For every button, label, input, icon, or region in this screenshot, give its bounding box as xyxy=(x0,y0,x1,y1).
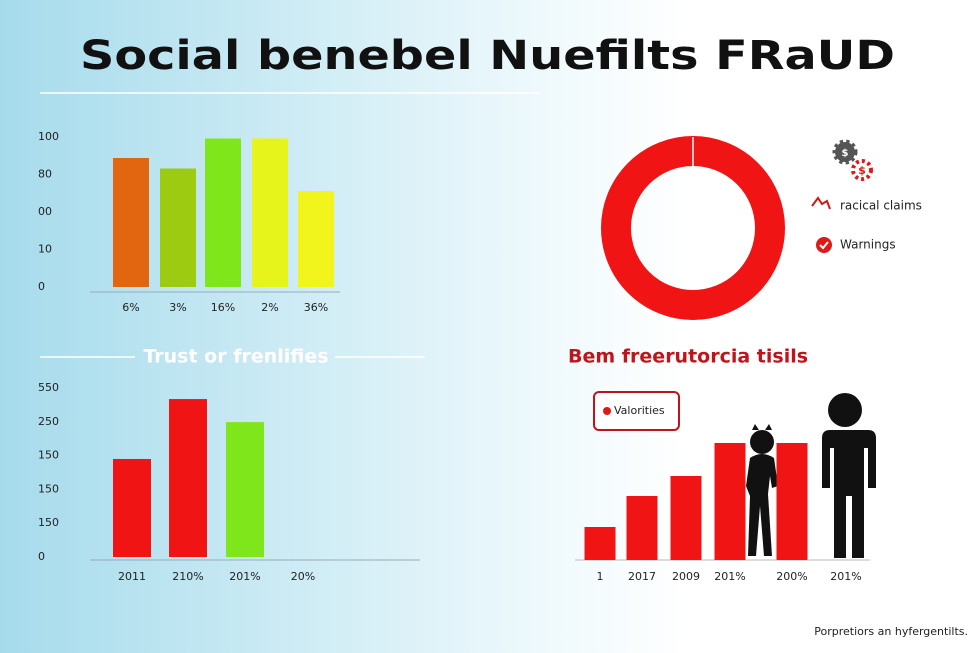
y-tick-label: 10 xyxy=(38,243,52,256)
check-icon xyxy=(816,237,832,253)
y-tick-label: 0 xyxy=(38,280,45,293)
svg-text:$: $ xyxy=(842,148,849,159)
bar xyxy=(160,168,196,287)
y-tick-label: 150 xyxy=(38,449,59,462)
x-tick-label: 201% xyxy=(714,570,745,583)
legend-swatch xyxy=(603,407,611,415)
x-tick-label: 200% xyxy=(776,570,807,583)
legend-label: Valorities xyxy=(614,404,665,417)
x-tick-label: 210% xyxy=(172,570,203,583)
donut-slice xyxy=(601,136,785,321)
x-tick-label: 36% xyxy=(304,301,328,314)
bar xyxy=(626,496,658,560)
section-title: Trust or frenlifies xyxy=(143,346,328,368)
y-tick-label: 100 xyxy=(38,130,59,143)
legend-box xyxy=(593,391,680,431)
x-tick-label: 16% xyxy=(211,301,235,314)
footer: Porpretiors an hyfergentilts. xyxy=(814,625,968,638)
person-icon xyxy=(746,393,876,558)
x-tick-label: 201% xyxy=(229,570,260,583)
bar xyxy=(298,191,334,287)
x-tick-label: 2017 xyxy=(628,570,656,583)
svg-text:$: $ xyxy=(858,164,866,177)
y-tick-label: 550 xyxy=(38,381,59,394)
x-tick-label: 2% xyxy=(261,301,278,314)
y-tick-label: 00 xyxy=(38,205,52,218)
section-title: Bem freerutorcia tisils xyxy=(568,346,808,368)
bar xyxy=(584,527,616,560)
gear-icon: $ $ xyxy=(832,139,873,181)
page-title: Social benebel Nuefilts FRaUD xyxy=(80,33,895,79)
bar xyxy=(113,158,149,287)
y-tick-label: 250 xyxy=(38,415,59,428)
claim-icon xyxy=(811,196,831,210)
x-tick-label: 1 xyxy=(597,570,604,583)
x-tick-label: 6% xyxy=(122,301,139,314)
bar xyxy=(226,422,264,557)
bar xyxy=(205,138,241,287)
x-tick-label: 3% xyxy=(169,301,186,314)
bar xyxy=(714,443,746,560)
bar xyxy=(113,458,151,557)
y-tick-label: 150 xyxy=(38,482,59,495)
legend-label: Warnings xyxy=(840,238,896,252)
x-tick-label: 20% xyxy=(291,570,315,583)
y-tick-label: 0 xyxy=(38,550,45,563)
bar xyxy=(169,399,207,557)
bar xyxy=(776,443,808,560)
legend-label: racical claims xyxy=(840,199,922,213)
bar xyxy=(670,476,702,560)
x-tick-label: 201% xyxy=(830,570,861,583)
y-tick-label: 80 xyxy=(38,168,52,181)
bar xyxy=(252,138,288,287)
y-tick-label: 150 xyxy=(38,516,59,529)
x-tick-label: 2009 xyxy=(672,570,700,583)
x-tick-label: 2011 xyxy=(118,570,146,583)
